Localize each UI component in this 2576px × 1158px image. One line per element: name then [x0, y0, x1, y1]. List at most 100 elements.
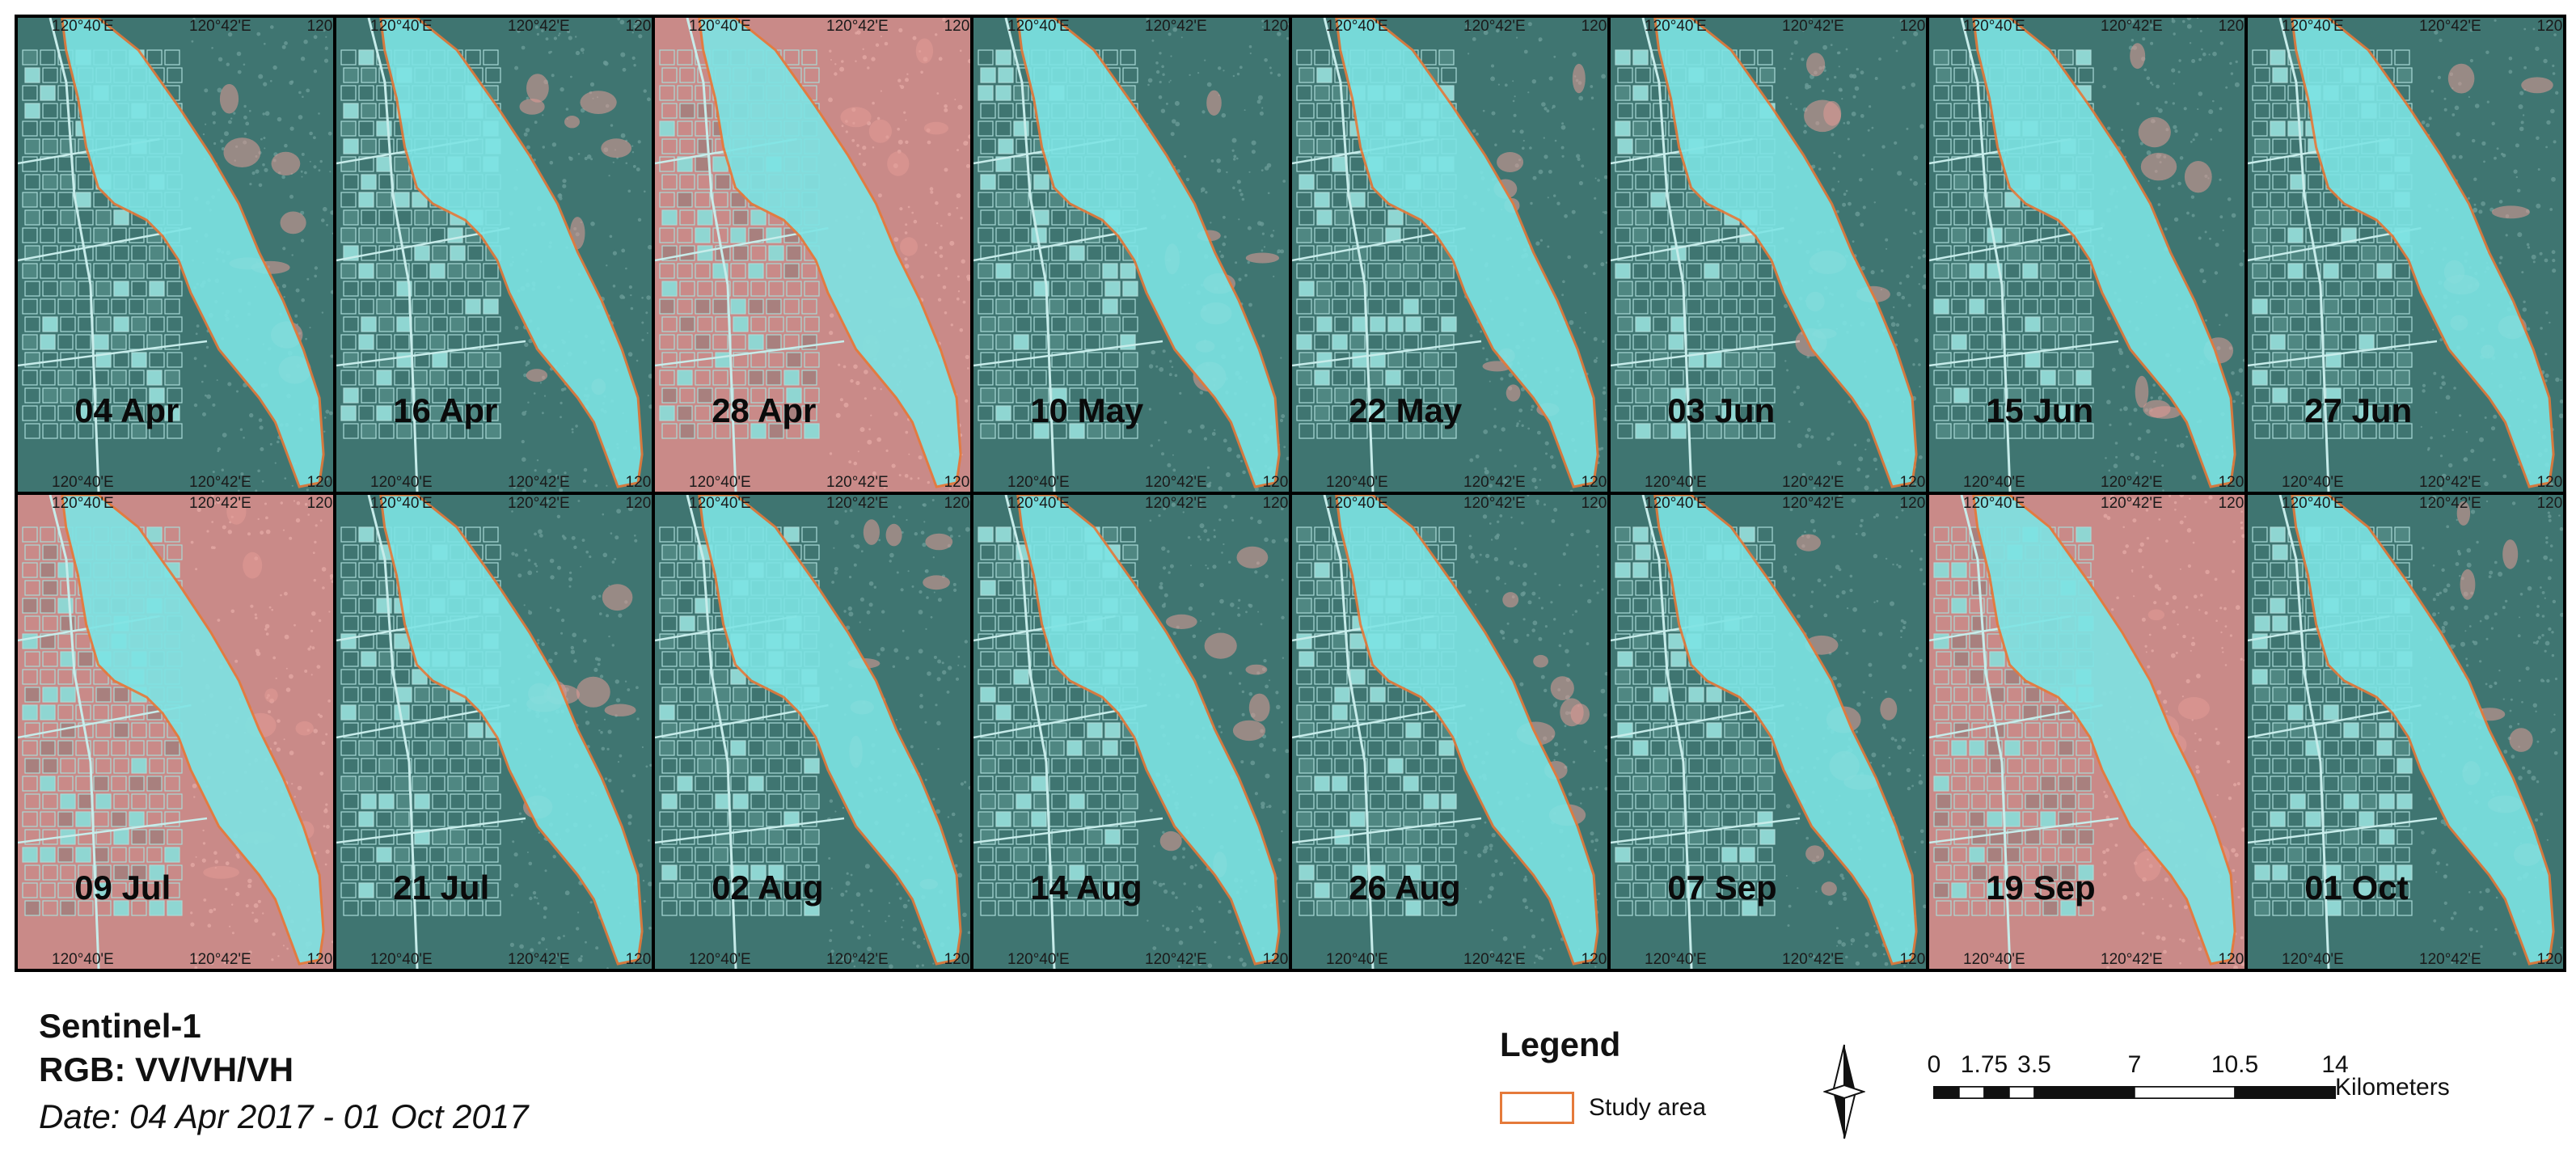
study-area-swatch — [1500, 1092, 1574, 1124]
lon-tick-left: 120°40'E — [1326, 951, 1388, 968]
lat-tick: 33°26'N — [2248, 123, 2249, 178]
lon-tick-mid: 120°42'E — [508, 951, 570, 968]
panel-date-label: 15 Jun — [1986, 391, 2094, 429]
lon-tick-mid: 120°42'E — [826, 474, 889, 491]
sar-image — [1929, 18, 2244, 492]
panel-date-label: 02 Aug — [712, 868, 824, 907]
date-range-label: Date: 04 Apr 2017 - 01 Oct 2017 — [39, 1097, 529, 1135]
scale-tick-label: 1.75 — [1960, 1051, 2008, 1078]
scale-unit-label: Kilometers — [2335, 1074, 2450, 1101]
lon-tick-mid: 120°42'E — [2419, 951, 2481, 968]
lon-tick-right: 120°44 — [944, 495, 970, 512]
lon-tick-left: 120°40'E — [1326, 495, 1388, 512]
lat-tick: 33°26'N — [18, 600, 19, 655]
lon-tick-left: 120°40'E — [1963, 18, 2025, 35]
lon-tick-mid: 120°42'E — [508, 495, 570, 512]
lat-tick: 33°24'N — [18, 341, 19, 396]
lat-tick: 33°24'N — [1929, 341, 1931, 396]
lat-tick: 33°24'N — [655, 341, 657, 396]
lon-tick-right: 120°44 — [1262, 495, 1289, 512]
lon-tick-left: 120°40'E — [689, 474, 751, 491]
map-panel: 120°40'E 120°42'E 120°44 120°40'E 120°42… — [1929, 495, 2244, 969]
lat-tick: 33°26'N — [18, 123, 19, 178]
lon-tick-left: 120°40'E — [52, 495, 114, 512]
lon-tick-left: 120°40'E — [1963, 951, 2025, 968]
panel-date-label: 14 Aug — [1030, 868, 1142, 907]
lat-tick: 33°26'N — [1611, 600, 1612, 655]
lat-tick: 33°26'N — [973, 600, 975, 655]
lon-tick-right: 120°44 — [2536, 951, 2563, 968]
lon-tick-right: 120°44 — [1899, 951, 1926, 968]
map-panel-grid: 120°40'E 120°42'E 120°44 120°40'E 120°42… — [15, 15, 2566, 972]
panel-date-label: 21 Jul — [393, 868, 490, 907]
lon-tick-right: 120°44 — [306, 951, 333, 968]
panel-date-label: 16 Apr — [393, 391, 498, 429]
sar-image — [1611, 495, 1926, 969]
lon-tick-mid: 120°42'E — [1463, 474, 1526, 491]
lon-tick-right: 120°44 — [944, 951, 970, 968]
lon-tick-left: 120°40'E — [52, 18, 114, 35]
lon-tick-left: 120°40'E — [1007, 474, 1070, 491]
panel-date-label: 22 May — [1349, 391, 1463, 429]
lon-tick-mid: 120°42'E — [1145, 495, 1207, 512]
lon-tick-left: 120°40'E — [370, 18, 433, 35]
lat-tick: 33°26'N — [1292, 600, 1294, 655]
legend-item-study-area: Study area — [1500, 1092, 1759, 1124]
lon-tick-left: 120°40'E — [1326, 474, 1388, 491]
lon-tick-right: 120°44 — [1581, 495, 1607, 512]
scale-tick-label: 14 — [2321, 1051, 2349, 1078]
map-panel: 120°40'E 120°42'E 120°44 120°40'E 120°42… — [655, 18, 970, 492]
sar-image — [1929, 495, 2244, 969]
lon-tick-mid: 120°42'E — [189, 495, 251, 512]
lat-tick: 33°24'N — [1292, 818, 1294, 873]
sar-image — [973, 18, 1289, 492]
lat-tick: 33°26'N — [1929, 600, 1931, 655]
lon-tick-right: 120°44 — [1581, 951, 1607, 968]
lat-tick: 33°24'N — [973, 341, 975, 396]
rgb-composite-label: RGB: VV/VH/VH — [39, 1050, 294, 1088]
panel-date-label: 19 Sep — [1986, 868, 2096, 907]
map-panel: 120°40'E 120°42'E 120°44 120°40'E 120°42… — [1611, 495, 1926, 969]
lon-tick-mid: 120°42'E — [2101, 495, 2163, 512]
lon-tick-mid: 120°42'E — [1145, 951, 1207, 968]
legend-item-label: Study area — [1589, 1094, 1707, 1121]
lon-tick-left: 120°40'E — [52, 474, 114, 491]
lon-tick-right: 120°44 — [2536, 474, 2563, 491]
lon-tick-mid: 120°42'E — [1463, 951, 1526, 968]
lon-tick-right: 120°44 — [1262, 18, 1289, 35]
sar-image — [655, 495, 970, 969]
map-info: Sentinel-1 RGB: VV/VH/VH Date: 04 Apr 20… — [39, 1004, 529, 1142]
lon-tick-left: 120°40'E — [689, 951, 751, 968]
panel-date-label: 01 Oct — [2304, 868, 2409, 907]
lon-tick-left: 120°40'E — [689, 18, 751, 35]
lat-tick: 33°24'N — [336, 818, 338, 873]
lat-tick: 33°24'N — [2248, 818, 2249, 873]
lat-tick: 33°26'N — [1292, 123, 1294, 178]
map-panel: 120°40'E 120°42'E 120°44 120°40'E 120°42… — [973, 495, 1289, 969]
lon-tick-mid: 120°42'E — [189, 951, 251, 968]
map-panel: 120°40'E 120°42'E 120°44 120°40'E 120°42… — [2248, 495, 2563, 969]
lon-tick-right: 120°44 — [1262, 474, 1289, 491]
lon-tick-right: 120°44 — [2218, 951, 2244, 968]
lon-tick-left: 120°40'E — [1963, 474, 2025, 491]
lon-tick-mid: 120°42'E — [826, 495, 889, 512]
lon-tick-mid: 120°42'E — [2419, 18, 2481, 35]
lon-tick-right: 120°44 — [625, 495, 652, 512]
lon-tick-right: 120°44 — [1581, 18, 1607, 35]
sar-image — [1292, 18, 1607, 492]
lat-tick: 33°26'N — [336, 600, 338, 655]
lon-tick-mid: 120°42'E — [508, 18, 570, 35]
lon-tick-left: 120°40'E — [370, 474, 433, 491]
panel-date-label: 26 Aug — [1349, 868, 1461, 907]
panel-date-label: 10 May — [1030, 391, 1144, 429]
lon-tick-left: 120°40'E — [1645, 951, 1707, 968]
map-panel: 120°40'E 120°42'E 120°44 120°40'E 120°42… — [336, 18, 652, 492]
lon-tick-right: 120°44 — [2218, 495, 2244, 512]
lat-tick: 33°24'N — [2248, 341, 2249, 396]
lon-tick-mid: 120°42'E — [1145, 18, 1207, 35]
lon-tick-right: 120°44 — [1581, 474, 1607, 491]
lon-tick-mid: 120°42'E — [1782, 495, 1844, 512]
scale-bar: 0 1.75 3.5 7 10.5 14 Kilometers — [1928, 1051, 2498, 1124]
map-panel: 120°40'E 120°42'E 120°44 120°40'E 120°42… — [18, 495, 333, 969]
lon-tick-mid: 120°42'E — [1782, 18, 1844, 35]
